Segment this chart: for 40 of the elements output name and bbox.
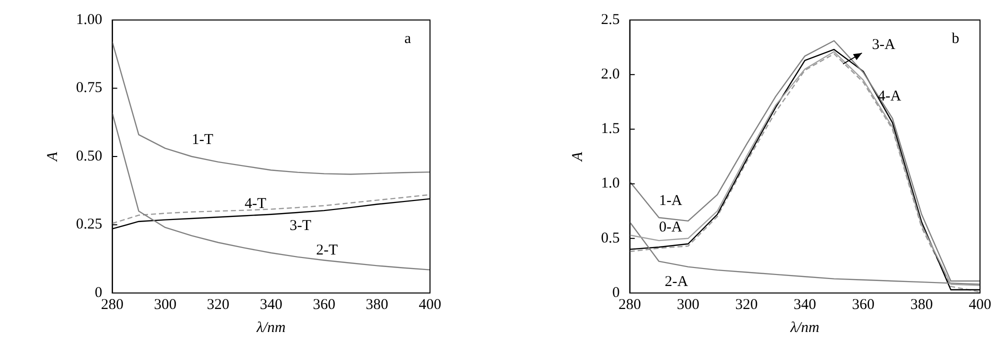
x-tick-label: 280 xyxy=(101,296,124,313)
y-tick-label: 0.25 xyxy=(76,216,102,233)
x-tick-label: 300 xyxy=(154,296,176,313)
x-tick-label: 400 xyxy=(968,296,992,313)
x-tick-label: 340 xyxy=(260,296,282,313)
y-tick-label: 2.0 xyxy=(601,66,620,83)
x-tick-label: 340 xyxy=(794,296,816,313)
y-tick-label: 1.00 xyxy=(76,12,102,28)
y-tick-label: 2.5 xyxy=(601,12,620,28)
x-axis-title: λ/nm xyxy=(789,320,820,336)
x-tick-label: 280 xyxy=(618,296,641,313)
series-label: 1-A xyxy=(658,193,682,210)
annotation: b xyxy=(952,31,960,48)
y-tick-label: 0.5 xyxy=(601,230,620,246)
series-label: 4-T xyxy=(244,196,266,212)
annotation: a xyxy=(404,31,412,48)
x-tick-label: 320 xyxy=(735,296,758,313)
y-tick-label: 0 xyxy=(94,284,102,301)
series-label: 2-A xyxy=(664,274,688,290)
y-tick-label: 0 xyxy=(612,284,620,301)
series-label: 2-T xyxy=(316,242,338,259)
y-tick-label: 0.75 xyxy=(76,80,102,96)
x-tick-label: 380 xyxy=(366,296,388,313)
y-tick-label: 1.5 xyxy=(601,121,620,138)
x-tick-label: 300 xyxy=(676,296,700,313)
y-axis-title: A xyxy=(570,151,586,162)
series-label: 3-A xyxy=(872,37,896,54)
x-tick-label: 360 xyxy=(852,296,874,313)
x-axis-title: λ/nm xyxy=(256,320,286,336)
x-tick-label: 380 xyxy=(910,296,933,313)
series-label: 1-T xyxy=(192,132,214,148)
y-axis-title: A xyxy=(44,151,61,162)
x-tick-label: 400 xyxy=(418,296,442,313)
series-label: 0-A xyxy=(658,219,682,236)
x-tick-label: 320 xyxy=(206,296,230,313)
x-tick-label: 360 xyxy=(312,296,336,313)
series-label: 3-T xyxy=(290,218,312,234)
y-tick-label: 1.0 xyxy=(601,176,620,192)
y-tick-label: 0.50 xyxy=(76,148,102,164)
series-label: 4-A xyxy=(878,88,902,104)
